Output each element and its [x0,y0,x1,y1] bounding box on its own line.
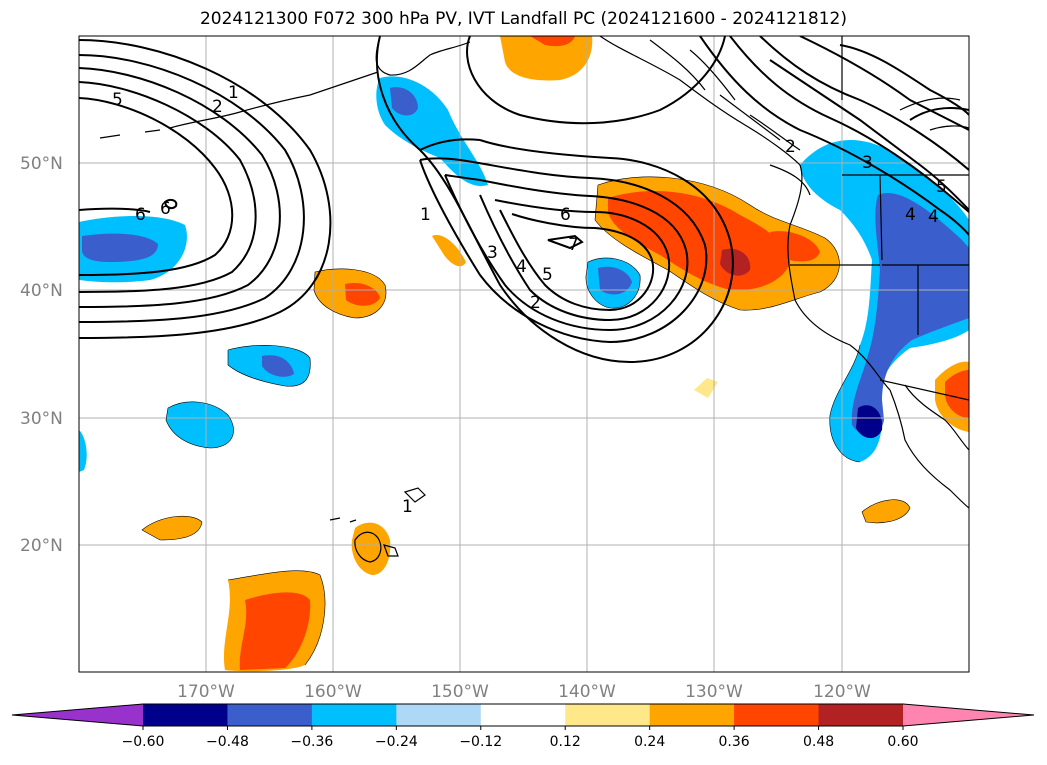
positive-anomaly-region [694,378,718,398]
colorbar-tick-label: −0.24 [375,734,418,750]
colorbar-tick-label: 0.24 [634,734,665,750]
plot-area [79,36,969,672]
gridlines [79,36,969,672]
colorbar-swatch [143,704,228,726]
colorbar-swatch [565,704,651,726]
colorbar-tick-label: −0.48 [206,734,249,750]
positive-anomaly-region [432,235,466,267]
longitude-labels: 170°W 160°W 150°W 140°W 130°W 120°W [177,682,871,702]
contour-label: 5 [542,265,553,285]
contour-label: 5 [112,90,123,110]
lon-label: 160°W [304,682,362,702]
colorbar-tick-label: −0.36 [290,734,333,750]
contour-label: 3 [487,243,498,263]
positive-anomaly-region [945,370,969,418]
contour-label: 7 [568,235,579,255]
negative-anomaly-region [856,405,883,439]
shading-outlines [141,176,911,666]
colorbar-tick-label: 0.36 [719,734,750,750]
contour-label: 4 [928,207,939,227]
colorbar: −0.60 −0.48 −0.36 −0.24 −0.12 0.12 0.24 0.36 0.4… [11,703,1035,750]
positive-anomaly-region [500,36,593,81]
colorbar-tick-label: −0.60 [122,734,165,750]
pv-contours [79,36,969,364]
contour-label: 2 [530,293,541,313]
lon-label: 170°W [177,682,235,702]
contour-label: 2 [212,97,223,117]
colorbar-extend-high [903,704,1034,726]
colorbar-tick-label: 0.60 [887,734,918,750]
negative-anomaly-region [166,401,234,448]
negative-anomaly-region [390,87,418,116]
negative-anomaly-region [82,233,158,262]
contour-label: 4 [516,257,527,277]
contour-labels: 1 2 5 6 6 6 1 3 4 5 2 7 2 3 4 4 5 1 [112,83,947,517]
negative-anomaly-region [851,193,969,436]
lat-label: 50°N [20,154,63,174]
contour-label: 5 [936,177,947,197]
lon-label: 130°W [685,682,743,702]
colorbar-swatch [227,704,313,726]
contour-label: 4 [905,205,916,225]
latitude-labels: 50°N 40°N 30°N 20°N [20,154,63,556]
contour-label: 6 [135,205,146,225]
ivt-pc-shading [79,36,969,672]
positive-anomaly-region [239,592,311,670]
lat-label: 20°N [20,536,63,556]
negative-anomaly-region [598,266,632,295]
contour-label: 1 [228,83,239,103]
lat-label: 40°N [20,281,63,301]
colorbar-extend-low [12,704,143,726]
colorbar-tick-label: 0.48 [803,734,834,750]
contour-label: 1 [402,497,413,517]
positive-anomaly-region [862,499,910,523]
positive-anomaly-region [345,282,380,306]
colorbar-tick-label: −0.12 [459,734,502,750]
contour-label: 1 [420,205,431,225]
map-title: 2024121300 F072 300 hPa PV, IVT Landfall… [199,9,847,29]
colorbar-swatch [734,704,820,726]
lat-label: 30°N [20,409,63,429]
colorbar-swatch [480,704,566,726]
negative-anomaly-region [79,430,87,472]
contour-label: 6 [560,205,571,225]
lon-label: 140°W [558,682,616,702]
colorbar-swatch [396,704,482,726]
positive-anomaly-region [720,248,751,276]
lon-label: 120°W [813,682,871,702]
positive-anomaly-region [770,231,820,262]
contour-label: 6 [160,199,171,219]
contour-label: 3 [862,153,873,173]
lon-label: 150°W [431,682,489,702]
positive-anomaly-region [530,36,575,47]
contour-label: 2 [785,137,796,157]
colorbar-swatch [818,704,904,726]
coastlines [99,36,969,563]
negative-anomaly-region [262,355,294,377]
colorbar-swatch [311,704,397,726]
positive-anomaly-region [351,522,391,575]
colorbar-tick-label: 0.12 [550,734,581,750]
plot-frame [78,35,970,673]
colorbar-swatch [649,704,735,726]
positive-anomaly-region [142,516,202,540]
